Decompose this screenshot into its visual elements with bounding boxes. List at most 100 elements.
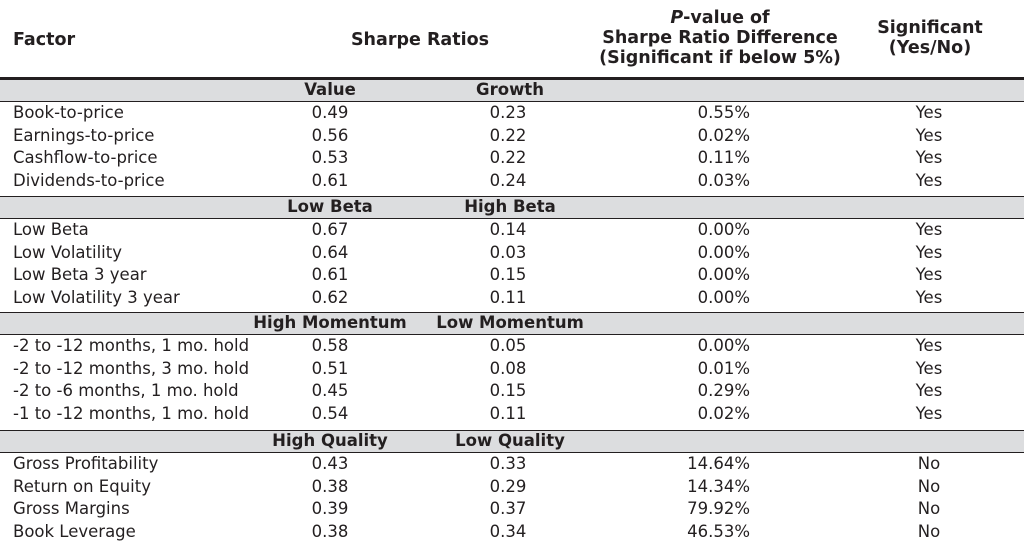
significant-cell: Yes (915, 242, 943, 262)
pvalue-cell: 0.00% (697, 287, 750, 307)
table-row: Gross Margins 0.39 0.37 79.92% No (0, 498, 1024, 521)
sharpe-a-cell: 0.39 (311, 499, 349, 519)
significant-cell: No (917, 454, 941, 473)
sharpe-b-cell: 0.33 (489, 454, 527, 473)
factor-cell: Low Volatility 3 year (13, 287, 180, 307)
pvalue-cell: 79.92% (687, 499, 750, 519)
factor-cell: Low Beta (13, 220, 89, 239)
table-row: Book-to-price 0.49 0.23 0.55% Yes (0, 102, 1024, 125)
sharpe-b-cell: 0.08 (489, 358, 527, 378)
sharpe-a-cell: 0.38 (311, 476, 349, 496)
table-row: Low Volatility 3 year 0.62 0.11 0.00% Yes (0, 287, 1024, 310)
table-row: -1 to -12 months, 1 mo. hold 0.54 0.11 0.02… (0, 403, 1024, 426)
group-header: Value Growth (0, 79, 1024, 101)
header-pvalue-line1-rest: -value of (683, 8, 770, 28)
significant-cell: No (917, 521, 941, 541)
sharpe-b-cell: 0.14 (489, 220, 527, 239)
group-header: High Quality Low Quality (0, 430, 1024, 452)
table-row: Low Beta 3 year 0.61 0.15 0.00% Yes (0, 264, 1024, 287)
sharpe-a-cell: 0.58 (311, 336, 349, 355)
header-factor: Factor (13, 30, 76, 50)
significant-cell: Yes (915, 287, 943, 307)
sharpe-a-cell: 0.49 (311, 103, 349, 122)
sharpe-a-cell: 0.54 (311, 403, 349, 423)
sharpe-b-cell: 0.05 (489, 336, 527, 355)
group-label-a: Value (304, 80, 356, 99)
table-row: Low Beta 0.67 0.14 0.00% Yes (0, 219, 1024, 242)
sharpe-b-cell: 0.11 (489, 287, 527, 307)
pvalue-cell: 0.02% (697, 125, 750, 145)
table-row: Dividends-to-price 0.61 0.24 0.03% Yes (0, 170, 1024, 193)
sharpe-a-cell: 0.51 (311, 358, 349, 378)
pvalue-cell: 0.01% (697, 358, 750, 378)
sharpe-b-cell: 0.29 (489, 476, 527, 496)
group-divider (0, 101, 1024, 102)
header-pvalue-line3: (Significant if below 5%) (599, 48, 841, 68)
factor-cell: -2 to -6 months, 1 mo. hold (13, 381, 239, 401)
table-row: Book Leverage 0.38 0.34 46.53% No (0, 521, 1024, 544)
pvalue-cell: 14.64% (687, 454, 750, 473)
group-label-b: High Beta (464, 197, 556, 216)
group-divider (0, 196, 1024, 197)
group-header: Low Beta High Beta (0, 196, 1024, 218)
table-row: -2 to -12 months, 1 mo. hold 0.58 0.05 0.00… (0, 335, 1024, 358)
header-sharpe-ratios: Sharpe Ratios (350, 30, 490, 50)
sharpe-b-cell: 0.11 (489, 403, 527, 423)
table-row: Earnings-to-price 0.56 0.22 0.02% Yes (0, 125, 1024, 148)
sharpe-a-cell: 0.56 (311, 125, 349, 145)
factor-cell: Gross Profitability (13, 454, 159, 473)
pvalue-cell: 0.03% (697, 170, 750, 190)
significant-cell: No (917, 499, 941, 519)
group-divider (0, 312, 1024, 313)
header-divider (0, 77, 1024, 79)
group-divider (0, 334, 1024, 335)
significant-cell: Yes (915, 336, 943, 355)
factor-cell: -1 to -12 months, 1 mo. hold (13, 403, 250, 423)
pvalue-cell: 0.11% (697, 148, 750, 168)
table-header: Factor Sharpe Ratios P-value of Sharpe R… (0, 0, 1024, 76)
factor-cell: Low Volatility (13, 242, 122, 262)
sharpe-a-cell: 0.67 (311, 220, 349, 239)
sharpe-a-cell: 0.62 (311, 287, 349, 307)
pvalue-cell: 0.00% (697, 220, 750, 239)
significant-cell: Yes (915, 220, 943, 239)
factor-cell: Return on Equity (13, 476, 151, 496)
group-label-a: Low Beta (287, 197, 373, 216)
factor-cell: -2 to -12 months, 1 mo. hold (13, 336, 250, 355)
pvalue-cell: 0.00% (697, 336, 750, 355)
factor-cell: Book-to-price (13, 103, 124, 122)
factor-cell: Earnings-to-price (13, 125, 155, 145)
header-significant-line2: (Yes/No) (888, 38, 972, 58)
group-label-b: Low Momentum (436, 313, 584, 332)
sharpe-a-cell: 0.43 (311, 454, 349, 473)
sharpe-a-cell: 0.64 (311, 242, 349, 262)
header-significant-line1: Significant (877, 18, 983, 38)
table-row: -2 to -12 months, 3 mo. hold 0.51 0.08 0.01… (0, 358, 1024, 381)
significant-cell: Yes (915, 125, 943, 145)
group-divider (0, 79, 1024, 80)
significant-cell: Yes (915, 381, 943, 401)
factor-cell: -2 to -12 months, 3 mo. hold (13, 358, 250, 378)
sharpe-b-cell: 0.22 (489, 125, 527, 145)
pvalue-cell: 0.00% (697, 265, 750, 285)
significant-cell: Yes (915, 103, 943, 122)
table-row: Return on Equity 0.38 0.29 14.34% No (0, 476, 1024, 499)
significant-cell: Yes (915, 358, 943, 378)
significant-cell: Yes (915, 148, 943, 168)
significant-cell: Yes (915, 265, 943, 285)
pvalue-cell: 0.00% (697, 242, 750, 262)
factor-cell: Dividends-to-price (13, 170, 165, 190)
group-label-a: High Quality (272, 431, 388, 450)
group-header: High Momentum Low Momentum (0, 312, 1024, 334)
pvalue-cell: 0.55% (697, 103, 750, 122)
pvalue-cell: 46.53% (687, 521, 750, 541)
header-significant: Significant (Yes/No) (855, 18, 1005, 58)
factor-cell: Gross Margins (13, 499, 130, 519)
sharpe-b-cell: 0.24 (489, 170, 527, 190)
sharpe-b-cell: 0.23 (489, 103, 527, 122)
header-pvalue-line2: Sharpe Ratio Difference (602, 28, 838, 48)
header-pvalue: P-value of Sharpe Ratio Difference (Sign… (595, 8, 845, 68)
sharpe-a-cell: 0.38 (311, 521, 349, 541)
sharpe-a-cell: 0.61 (311, 170, 349, 190)
sharpe-b-cell: 0.22 (489, 148, 527, 168)
